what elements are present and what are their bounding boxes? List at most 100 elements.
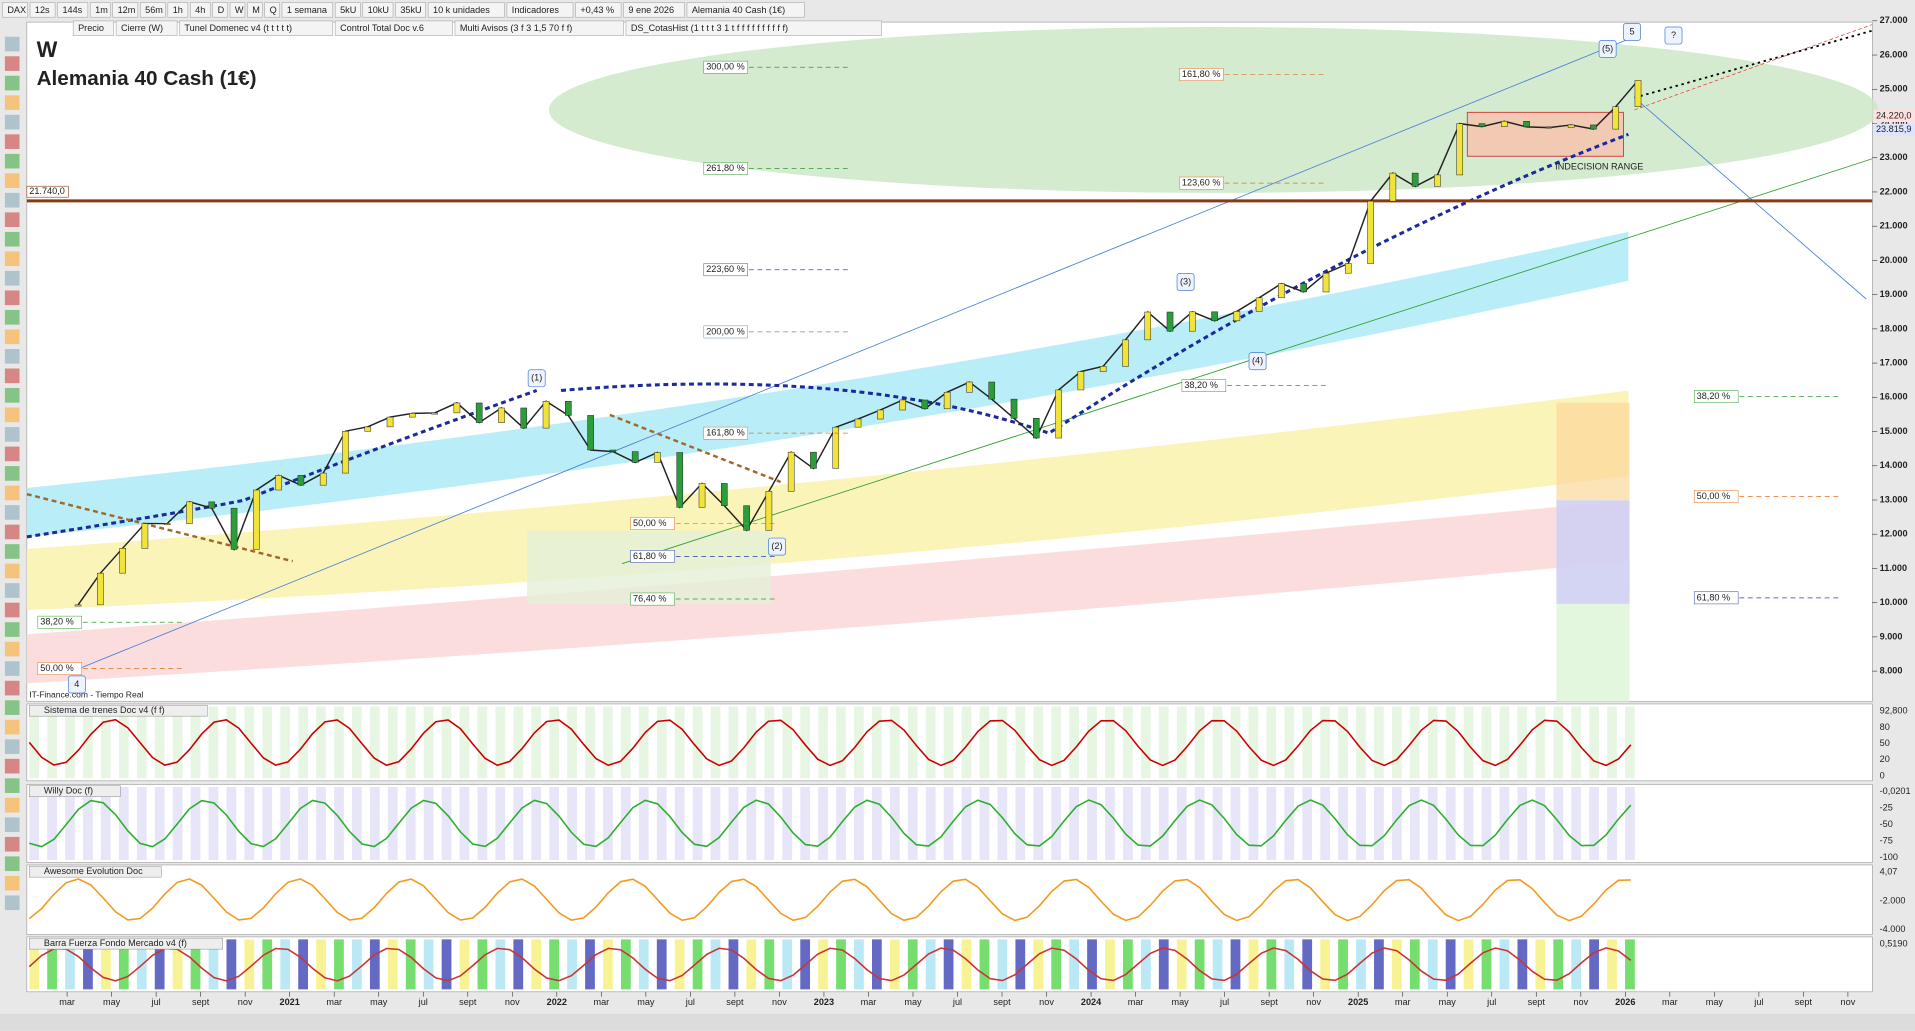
tool-button[interactable] [4, 856, 20, 872]
tool-button[interactable] [4, 797, 20, 813]
button-label[interactable]: DAX [7, 5, 26, 15]
tool-button[interactable] [4, 505, 20, 520]
button-label[interactable]: Cierre (W) [121, 23, 163, 33]
button-label[interactable]: Q [270, 5, 277, 15]
button[interactable] [89, 2, 111, 18]
button-label[interactable]: 10kU [368, 5, 389, 15]
button-label[interactable]: 56m [145, 5, 163, 15]
tool-button[interactable] [4, 270, 20, 286]
tool-button[interactable] [4, 739, 20, 754]
tool-button[interactable] [4, 368, 20, 384]
button[interactable] [247, 2, 263, 18]
tool-button[interactable] [4, 231, 20, 247]
tool-button[interactable] [4, 329, 20, 345]
button-label[interactable]: 12s [35, 5, 50, 15]
button[interactable] [229, 2, 246, 18]
button-label[interactable]: 12m [118, 5, 136, 15]
button[interactable] [189, 2, 211, 18]
button[interactable] [167, 2, 189, 18]
button-label[interactable]: 10 k unidades [433, 5, 490, 15]
tool-button[interactable] [4, 895, 20, 911]
button-label[interactable]: W [235, 5, 244, 15]
tool-button[interactable] [4, 36, 20, 52]
button-label[interactable]: M [252, 5, 260, 15]
tool-button[interactable] [4, 173, 20, 188]
button[interactable] [427, 2, 505, 18]
button[interactable] [575, 2, 622, 18]
button[interactable] [625, 20, 882, 36]
button-label[interactable]: Control Total Doc v.6 [340, 23, 424, 33]
tool-button[interactable] [4, 836, 20, 852]
button-label[interactable]: 35kU [400, 5, 421, 15]
button[interactable] [2, 2, 28, 18]
tool-button[interactable] [4, 114, 20, 130]
button[interactable] [395, 2, 426, 18]
tool-button[interactable] [4, 407, 20, 423]
button[interactable] [362, 2, 394, 18]
tool-button[interactable] [4, 192, 20, 208]
tool-button[interactable] [4, 212, 20, 228]
button-label[interactable]: D [218, 5, 225, 15]
tool-button[interactable] [4, 485, 20, 501]
tool-button[interactable] [4, 875, 20, 891]
tool-button[interactable] [4, 134, 20, 149]
button[interactable] [281, 2, 334, 18]
tool-button[interactable] [4, 680, 20, 696]
button[interactable] [29, 2, 56, 18]
tool-button[interactable] [4, 758, 20, 774]
button-label[interactable]: 9 ene 2026 [628, 5, 674, 15]
button[interactable] [686, 2, 805, 18]
button-label[interactable]: 1 semana [287, 5, 328, 15]
button[interactable] [264, 2, 280, 18]
button-label[interactable]: +0,43 % [580, 5, 614, 15]
tool-button[interactable] [4, 153, 20, 169]
tool-button[interactable] [4, 466, 20, 481]
tool-button[interactable] [4, 75, 20, 91]
tool-button[interactable] [4, 544, 20, 559]
tool-button[interactable] [4, 778, 20, 793]
tool-button[interactable] [4, 349, 20, 364]
tool-button[interactable] [4, 251, 20, 267]
tool-button[interactable] [4, 583, 20, 598]
tool-button[interactable] [4, 290, 20, 306]
button[interactable] [454, 20, 624, 36]
button[interactable] [112, 2, 139, 18]
button-label[interactable]: 5kU [340, 5, 356, 15]
tool-button[interactable] [4, 661, 20, 676]
tool-button[interactable] [4, 622, 20, 637]
button-label[interactable]: 144s [62, 5, 82, 15]
button-label[interactable]: Indicadores [512, 5, 560, 15]
tool-button[interactable] [4, 95, 20, 110]
button-label[interactable]: 1h [173, 5, 183, 15]
tool-button[interactable] [4, 641, 20, 657]
candle [721, 483, 728, 506]
button[interactable] [506, 2, 574, 18]
button[interactable] [139, 2, 166, 18]
button[interactable] [623, 2, 685, 18]
button[interactable] [57, 2, 89, 18]
tool-button[interactable] [4, 309, 20, 325]
button-label[interactable]: Tunel Domenec v4 (t t t t t) [184, 23, 292, 33]
button[interactable] [115, 20, 178, 36]
button-label[interactable]: DS_CotasHist (1 t t t 3 1 t f f f f f f … [631, 23, 788, 33]
tool-button[interactable] [4, 388, 20, 403]
tool-button[interactable] [4, 446, 20, 462]
button-label[interactable]: 1m [95, 5, 108, 15]
tool-button[interactable] [4, 602, 20, 618]
button-label[interactable]: Multi Avisos (3 f 3 1,5 70 f f) [460, 23, 572, 33]
tool-button[interactable] [4, 817, 20, 833]
button[interactable] [334, 20, 453, 36]
button[interactable] [72, 20, 114, 36]
button[interactable] [212, 2, 228, 18]
tool-button[interactable] [4, 427, 20, 442]
tool-button[interactable] [4, 563, 20, 579]
tool-button[interactable] [4, 700, 20, 715]
button-label[interactable]: Alemania 40 Cash (1€) [692, 5, 785, 15]
button-label[interactable]: Precio [78, 23, 104, 33]
button-label[interactable]: 4h [195, 5, 205, 15]
button[interactable] [179, 20, 334, 36]
tool-button[interactable] [4, 56, 20, 71]
tool-button[interactable] [4, 719, 20, 735]
button[interactable] [334, 2, 361, 18]
tool-button[interactable] [4, 524, 20, 540]
